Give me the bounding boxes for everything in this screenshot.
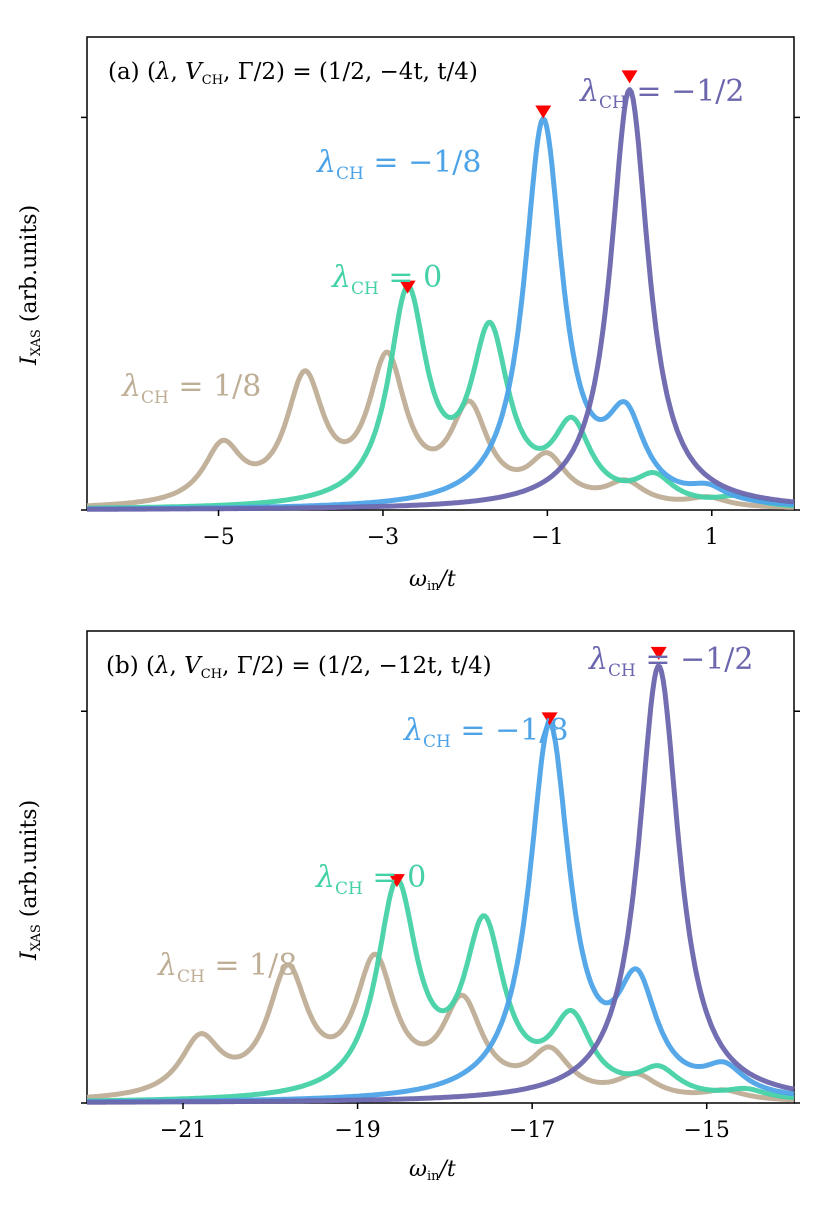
series-label-neg-1-8: λCH = −1/8 <box>403 713 569 752</box>
axes-ticks: −5 −3 −1 1 <box>81 116 800 550</box>
x-axis-label: ωin/t <box>409 567 456 594</box>
plot-frame <box>86 630 795 1104</box>
series-line-3 <box>86 663 795 1105</box>
panel-a-title: (a) (λ, VCH, Γ/2) = (1/2, −4t, t/4) <box>108 59 478 88</box>
y-axis-label: IXAS (arb.units) <box>17 205 44 366</box>
plot-frame <box>86 36 795 511</box>
curves <box>86 87 795 512</box>
series-line-0 <box>86 951 795 1103</box>
y-axis-label: IXAS (arb.units) <box>17 800 44 961</box>
x-tick-label-0: −21 <box>160 1118 206 1143</box>
x-tick-label-2: −1 <box>531 525 563 550</box>
axes-ticks: −21 −19 −17 −15 <box>81 710 800 1143</box>
markers <box>388 646 667 888</box>
panel-a: −5 −3 −1 1 (a) (λ, VCH, Γ/2) = (1/2, −4t, t… <box>17 36 800 594</box>
peak-marker-1 <box>541 712 558 726</box>
series-label-1-8: λCH = 1/8 <box>121 369 261 408</box>
x-tick-label-1: −3 <box>367 525 399 550</box>
x-tick-label-0: −5 <box>202 525 234 550</box>
peak-marker-0 <box>399 280 416 294</box>
peak-marker-2 <box>621 70 638 84</box>
x-tick-label-1: −19 <box>334 1118 380 1143</box>
peak-marker-1 <box>535 105 552 119</box>
curves <box>86 663 795 1105</box>
series-line-0 <box>86 349 795 510</box>
series-label-neg-1-2: λCH = −1/2 <box>588 642 754 681</box>
peak-marker-2 <box>650 646 667 660</box>
peak-marker-0 <box>388 874 405 888</box>
series-label-1-8: λCH = 1/8 <box>157 948 297 987</box>
series-label-neg-1-8: λCH = −1/8 <box>316 145 482 184</box>
series-label-neg-1-2: λCH = −1/2 <box>579 74 745 113</box>
x-tick-label-3: −15 <box>683 1118 729 1143</box>
panel-b-title: (b) (λ, VCH, Γ/2) = (1/2, −12t, t/4) <box>106 653 492 682</box>
x-tick-label-2: −17 <box>509 1118 555 1143</box>
series-label-0: λCH = 0 <box>331 260 442 299</box>
markers <box>399 70 638 294</box>
series-label-0: λCH = 0 <box>315 860 426 899</box>
panel-b: −21 −19 −17 −15 (b) (λ, VCH, Γ/2) = (1/2, −… <box>17 630 800 1184</box>
series-line-3 <box>86 87 795 512</box>
x-tick-label-3: 1 <box>705 525 719 550</box>
series-line-1 <box>86 877 795 1104</box>
x-axis-label: ωin/t <box>409 1157 456 1184</box>
